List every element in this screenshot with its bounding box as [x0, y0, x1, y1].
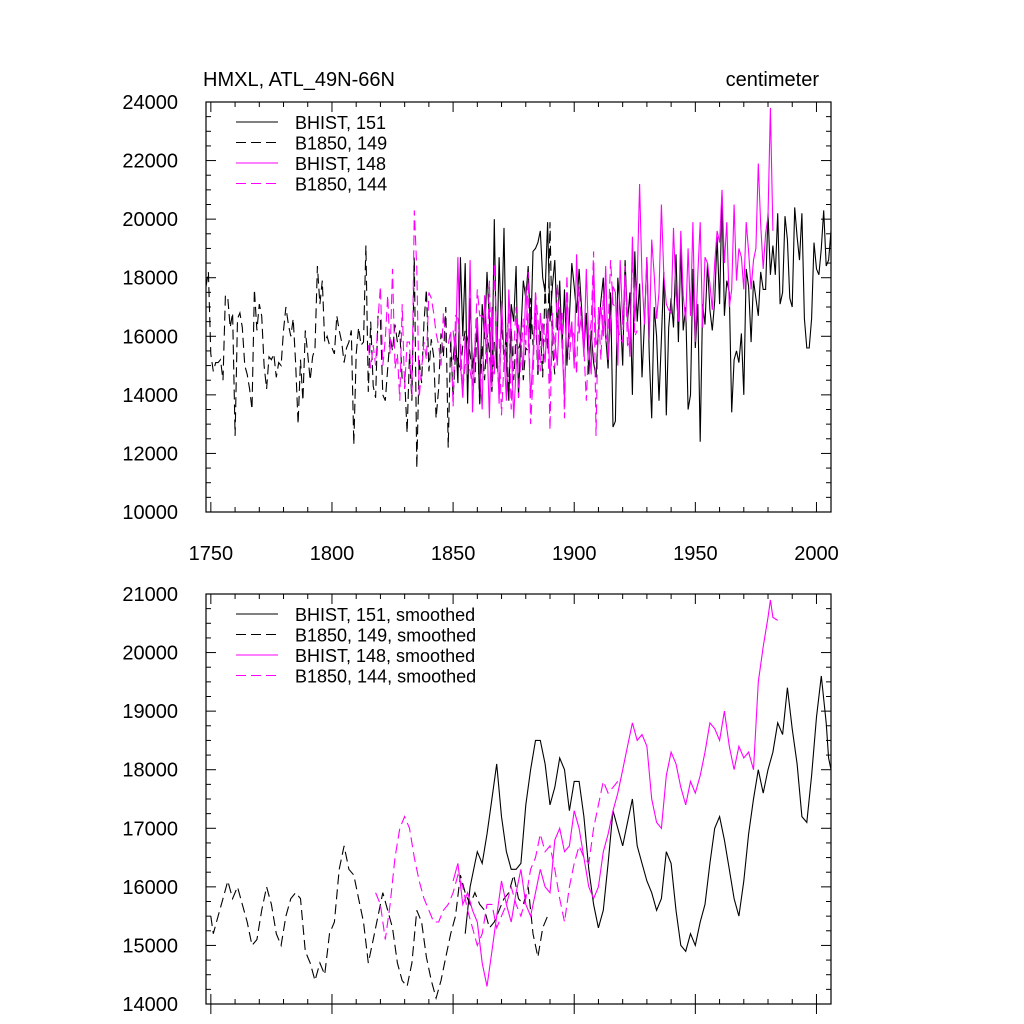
y-tick-label: 16000 [122, 877, 178, 899]
y-tick-label: 12000 [122, 443, 178, 465]
y-tick-label: 16000 [122, 326, 178, 348]
legend-label: B1850, 144 [295, 175, 387, 195]
x-tick-label: 1800 [310, 543, 355, 565]
y-tick-label: 17000 [122, 818, 178, 840]
y-tick-label: 14000 [122, 994, 178, 1016]
series-line-3 [367, 210, 638, 436]
legend-label: BHIST, 148 [295, 154, 386, 174]
top-chart-panel: HMXL, ATL_49N-66N centimeter 10000120001… [122, 69, 838, 565]
y-tick-label: 20000 [122, 209, 178, 231]
y-tick-label: 20000 [122, 643, 178, 665]
y-tick-label: 18000 [122, 760, 178, 782]
series-line-1 [210, 845, 549, 1001]
legend-label: B1850, 149, smoothed [295, 626, 476, 646]
bottom-chart-panel: 14000 15000 16000 17000 18000 19000 20000 21000… [122, 584, 832, 1016]
y-tick-label: 24000 [122, 92, 178, 114]
top-chart-title: HMXL, ATL_49N-66N [203, 69, 395, 91]
y-tick-label: 22000 [122, 151, 178, 173]
series-line-2 [452, 599, 778, 987]
bottom-chart-axis-ticks: 14000 15000 16000 17000 18000 19000 20000 21000 [122, 584, 831, 1016]
legend-label: B1850, 144, smoothed [295, 667, 476, 687]
x-tick-label: 1950 [673, 543, 718, 565]
bottom-chart-series-lines [210, 599, 831, 1001]
x-tick-label: 1850 [431, 543, 476, 565]
x-tick-label: 1750 [189, 543, 234, 565]
series-line-0 [464, 675, 831, 953]
top-chart-series-lines [206, 107, 831, 469]
top-chart-units: centimeter [726, 69, 820, 91]
y-tick-label: 10000 [122, 502, 178, 524]
bottom-chart-plot-frame [205, 593, 832, 1005]
series-line-3 [375, 779, 619, 948]
x-tick-label: 1900 [552, 543, 597, 565]
y-tick-label: 19000 [122, 701, 178, 723]
legend-label: BHIST, 151, smoothed [295, 605, 475, 625]
series-line-1 [206, 222, 556, 469]
legend-label: BHIST, 148, smoothed [295, 646, 475, 666]
top-chart-axis-ticks: 10000 12000 14000 16000 18000 20000 22000 24000… [122, 92, 838, 565]
y-tick-label: 14000 [122, 385, 178, 407]
series-line-0 [452, 195, 831, 442]
legend-label: B1850, 149 [295, 134, 387, 154]
series-line-2 [452, 107, 774, 419]
y-tick-label: 15000 [122, 935, 178, 957]
legend-label: BHIST, 151 [295, 113, 386, 133]
y-tick-label: 18000 [122, 268, 178, 290]
x-tick-label: 2000 [794, 543, 839, 565]
top-chart-plot-frame [205, 101, 832, 513]
y-tick-label: 21000 [122, 584, 178, 606]
